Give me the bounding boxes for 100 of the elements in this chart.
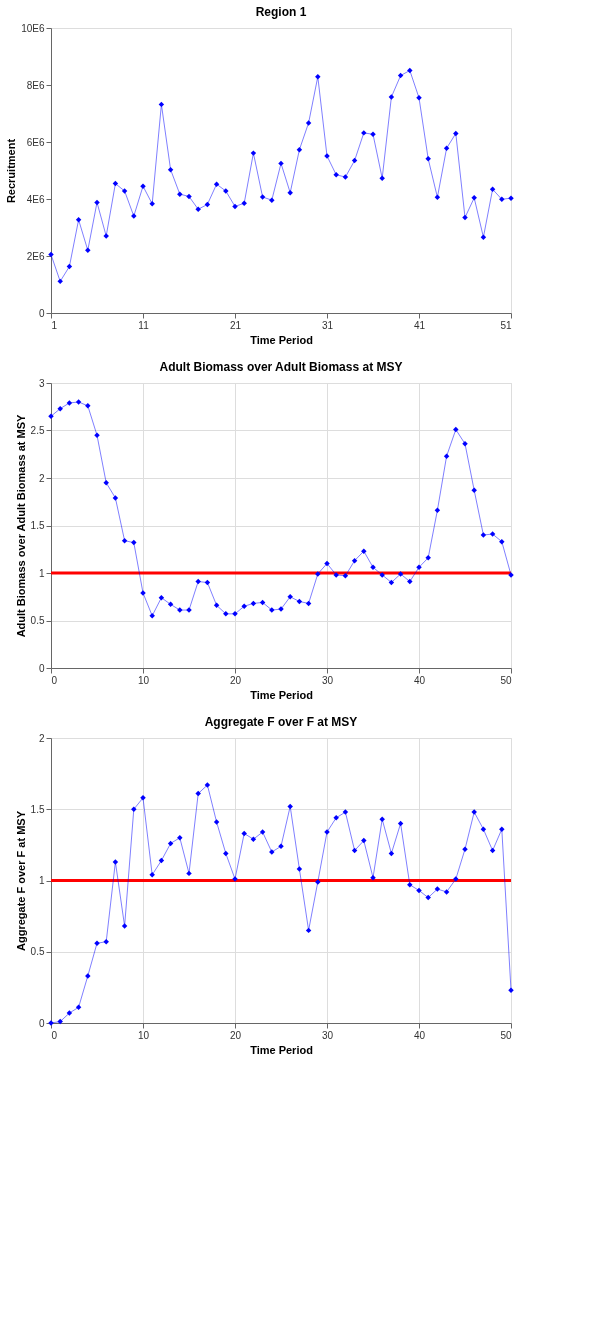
point: [453, 876, 459, 882]
point: [112, 859, 119, 865]
point: [278, 160, 284, 167]
point: [333, 172, 339, 178]
y-tick-label: 1.5: [30, 520, 45, 531]
x-tick-label: 50: [500, 674, 512, 686]
y-tick-label: 6E6: [26, 136, 45, 148]
x-tick-label: 50: [500, 1029, 512, 1041]
point: [149, 201, 155, 207]
point: [370, 131, 376, 138]
point: [443, 453, 450, 459]
x-axis-title: Time Period: [250, 333, 313, 346]
point: [434, 507, 441, 514]
x-tick-label: 10: [137, 674, 150, 686]
point: [213, 819, 220, 825]
y-axis-title: Adult Biomass over Adult Biomass at MSY: [14, 414, 27, 638]
point: [499, 538, 505, 545]
y-tick-label: 8E6: [26, 79, 45, 91]
y-tick-label: 1: [38, 875, 45, 886]
point: [296, 146, 303, 153]
point: [186, 870, 192, 877]
y-tick-label: 10E6: [21, 22, 45, 34]
point: [379, 816, 385, 822]
point: [103, 939, 109, 945]
point: [333, 815, 339, 821]
point: [361, 837, 367, 844]
point: [213, 602, 220, 609]
point: [305, 120, 312, 126]
point: [499, 826, 505, 832]
point: [453, 130, 459, 137]
point: [158, 594, 165, 601]
point: [149, 872, 155, 878]
point: [471, 487, 477, 494]
point: [361, 548, 367, 554]
x-tick-label: 21: [229, 319, 242, 331]
x-tick-label: 0: [51, 1029, 58, 1041]
point: [425, 156, 431, 162]
point: [85, 247, 91, 254]
point: [296, 866, 303, 872]
point: [241, 830, 247, 837]
point: [370, 564, 376, 571]
point: [342, 174, 349, 180]
point: [315, 571, 321, 577]
point: [315, 74, 321, 80]
point: [278, 843, 284, 850]
point: [195, 206, 201, 212]
chart-title: Adult Biomass over Adult Biomass at MSY: [159, 360, 403, 374]
point: [241, 603, 247, 609]
y-tick-label: 4E6: [26, 193, 45, 205]
y-axis-title: Recruitment: [5, 138, 18, 204]
point: [250, 836, 257, 842]
point: [443, 145, 450, 152]
point: [57, 405, 63, 412]
point: [112, 495, 119, 501]
point: [57, 1018, 63, 1025]
y-tick-label: 1.5: [30, 803, 45, 815]
point: [250, 150, 257, 156]
point: [489, 186, 496, 193]
point: [453, 426, 459, 433]
point: [177, 191, 183, 197]
x-tick-label: 1: [51, 319, 58, 331]
point: [121, 923, 128, 929]
point: [259, 829, 266, 835]
point: [407, 67, 413, 74]
point: [416, 887, 422, 894]
point: [131, 806, 137, 812]
y-axis-title: Aggregate F over F at MSY: [14, 810, 27, 951]
point: [471, 195, 477, 201]
x-tick-label: 41: [413, 319, 426, 331]
point: [434, 886, 441, 892]
point: [499, 196, 505, 203]
point: [121, 537, 128, 544]
point: [434, 194, 441, 201]
point: [131, 213, 137, 219]
x-tick-label: 20: [229, 1029, 242, 1041]
point: [48, 251, 54, 258]
point: [149, 613, 155, 619]
point: [480, 234, 487, 240]
point: [407, 578, 413, 585]
point: [186, 193, 192, 200]
y-tick-label: 1: [38, 567, 45, 579]
point: [480, 532, 487, 538]
point: [342, 809, 349, 815]
point: [259, 194, 266, 200]
y-tick-label: 0.5: [30, 946, 45, 958]
point: [85, 403, 91, 409]
x-tick-label: 40: [413, 1029, 426, 1041]
point: [388, 94, 395, 100]
point: [204, 782, 211, 788]
point: [379, 175, 385, 181]
y-tick-label: 0.5: [30, 615, 45, 626]
x-tick-label: 20: [229, 674, 242, 686]
point: [489, 531, 496, 537]
y-tick-label: 3: [38, 377, 45, 389]
x-tick-label: 31: [321, 319, 334, 331]
point: [462, 214, 468, 221]
y-tick-label: 2: [38, 472, 45, 484]
point: [66, 1010, 73, 1016]
y-tick-label: 2E6: [26, 250, 45, 262]
point: [75, 1004, 82, 1011]
